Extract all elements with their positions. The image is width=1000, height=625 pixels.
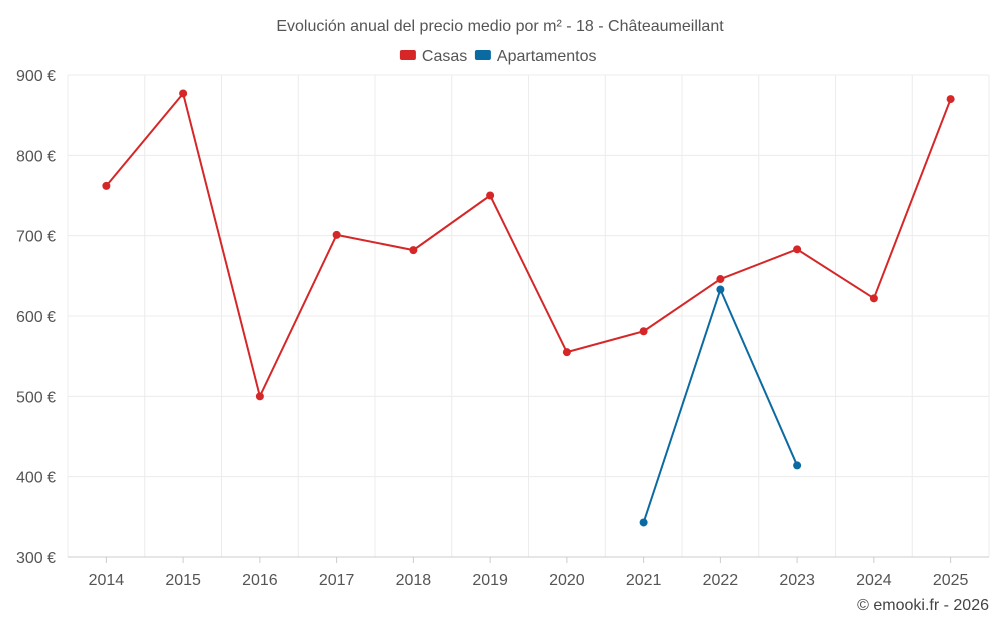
chart-legend: Casas Apartamentos (399, 48, 597, 65)
data-point-casas[interactable] (179, 89, 188, 98)
series-group (102, 89, 955, 527)
x-tick-label: 2024 (856, 572, 892, 589)
y-tick-label: 800 € (16, 148, 56, 165)
y-tick-label: 300 € (16, 550, 56, 567)
legend-swatch-apartamentos[interactable] (474, 50, 491, 60)
data-point-apartamentos[interactable] (793, 461, 802, 470)
y-tick-label: 700 € (16, 229, 56, 246)
x-tick-label: 2023 (779, 572, 815, 589)
legend-label-casas[interactable]: Casas (422, 48, 467, 65)
data-point-casas[interactable] (255, 392, 264, 401)
y-tick-label: 600 € (16, 309, 56, 326)
data-point-apartamentos[interactable] (639, 518, 648, 527)
data-point-apartamentos[interactable] (716, 285, 725, 294)
x-tick-label: 2019 (472, 572, 508, 589)
data-point-casas[interactable] (409, 246, 418, 255)
legend-label-apartamentos[interactable]: Apartamentos (497, 48, 597, 65)
data-point-casas[interactable] (102, 181, 111, 190)
x-tick-label: 2014 (89, 572, 125, 589)
legend-swatch-casas[interactable] (399, 50, 416, 60)
series-line-apartamentos (642, 288, 799, 523)
data-point-casas[interactable] (332, 230, 341, 239)
data-point-casas[interactable] (562, 348, 571, 357)
x-axis: 2014 2015 2016 2017 2018 2019 2020 2021 2022 2023… (68, 556, 989, 589)
data-point-casas[interactable] (639, 327, 648, 336)
data-point-casas[interactable] (486, 191, 495, 200)
x-tick-label: 2021 (626, 572, 662, 589)
grid-lines (67, 74, 990, 557)
x-tick-label: 2016 (242, 572, 278, 589)
data-point-casas[interactable] (716, 275, 725, 284)
y-tick-label: 500 € (16, 389, 56, 406)
chart-title: Evolución anual del precio medio por m² … (276, 18, 724, 35)
x-tick-label: 2020 (549, 572, 585, 589)
x-tick-label: 2018 (396, 572, 432, 589)
x-tick-label: 2022 (703, 572, 739, 589)
y-tick-label: 900 € (16, 68, 56, 85)
y-axis: 300 € 400 € 500 € 600 € 700 € 800 € 900 € (16, 68, 56, 567)
data-point-casas[interactable] (869, 294, 878, 303)
credit-text: © emooki.fr - 2026 (857, 597, 989, 614)
y-tick-label: 400 € (16, 470, 56, 487)
data-point-casas[interactable] (793, 245, 802, 254)
x-tick-label: 2017 (319, 572, 355, 589)
x-tick-label: 2015 (165, 572, 201, 589)
data-point-casas[interactable] (946, 95, 955, 104)
x-tick-label: 2025 (933, 572, 969, 589)
series-line-casas (105, 92, 952, 398)
